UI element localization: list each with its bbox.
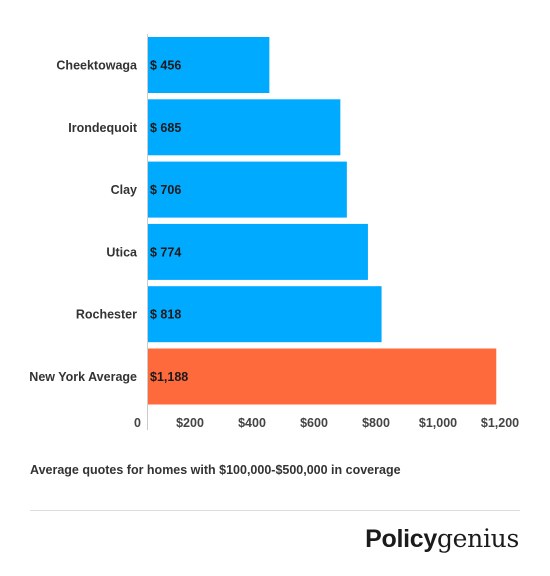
x-tick-label: $600: [300, 416, 328, 430]
value-label: $ 706: [150, 183, 181, 197]
bar: [147, 348, 497, 405]
value-label: $1,188: [150, 370, 188, 384]
logo-bold-text: Policy: [365, 525, 437, 553]
value-label: $ 818: [150, 308, 181, 322]
category-label: Irondequoit: [68, 121, 138, 135]
logo-serif-text: genius: [436, 524, 519, 553]
x-tick-label: $1,200: [481, 416, 519, 430]
bar-chart: Cheektowaga $ 456 Irondequoit $ 685 Clay $ 70…: [29, 34, 519, 430]
category-label: Rochester: [76, 308, 137, 322]
bar: [147, 99, 341, 156]
category-label: Clay: [111, 183, 137, 197]
bar: [147, 286, 382, 343]
category-label: Cheektowaga: [56, 59, 138, 73]
value-label: $ 774: [150, 245, 181, 259]
divider: [30, 510, 520, 511]
category-label: Utica: [106, 245, 138, 259]
x-tick-label: $800: [362, 416, 390, 430]
policygenius-logo: Policygenius: [365, 526, 519, 552]
category-label: New York Average: [29, 370, 137, 384]
x-tick-label: $1,000: [419, 416, 457, 430]
bar: [147, 161, 347, 218]
bar: [147, 37, 270, 93]
x-tick-label: $400: [238, 416, 266, 430]
value-label: $ 456: [150, 59, 181, 73]
chart-caption: Average quotes for homes with $100,000-$…: [30, 463, 401, 477]
x-tick-label: 0: [134, 416, 141, 430]
value-label: $ 685: [150, 121, 181, 135]
bar: [147, 223, 368, 280]
x-tick-label: $200: [176, 416, 204, 430]
